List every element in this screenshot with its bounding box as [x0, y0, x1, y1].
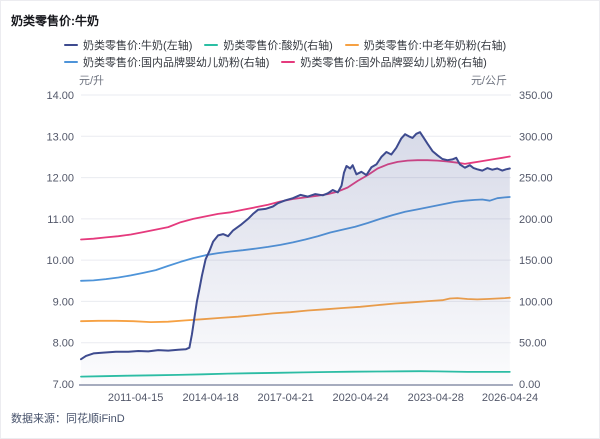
x-axis-tick-label: 2011-04-15	[108, 392, 163, 404]
x-axis-tick-label: 2017-04-21	[258, 392, 314, 404]
legend-line-swatch	[64, 61, 78, 63]
left-axis-tick-label: 8.00	[53, 338, 74, 350]
right-axis-unit-label: 元/公斤	[470, 75, 507, 87]
legend-item-label: 奶类零售价:酸奶(右轴)	[223, 40, 333, 52]
right-axis-tick-label: 0.00	[519, 379, 540, 391]
left-axis-tick-label: 7.00	[53, 379, 74, 391]
left-axis-tick-label: 10.00	[46, 255, 74, 267]
legend-item[interactable]: 奶类零售价:国外品牌婴幼儿奶粉(右轴)	[281, 54, 487, 70]
legend-item-label: 奶类零售价:中老年奶粉(右轴)	[363, 40, 507, 52]
legend-item[interactable]: 奶类零售价:中老年奶粉(右轴)	[344, 37, 507, 53]
left-axis-tick-label: 14.00	[46, 90, 74, 102]
x-axis-tick-label: 2023-04-28	[408, 392, 464, 404]
right-axis-tick-label: 200.00	[519, 214, 553, 226]
legend-item[interactable]: 奶类零售价:牛奶(左轴)	[64, 37, 192, 53]
legend-row: 奶类零售价:牛奶(左轴) 奶类零售价:酸奶(右轴) 奶类零售价:中老年奶粉(右轴)	[64, 37, 506, 53]
chart-plot-area: 14.00 350.00 13.00 300.00 12.00 250.00 11.00 20…	[46, 90, 553, 404]
legend-line-swatch	[64, 44, 78, 46]
legend-line-swatch	[204, 44, 219, 46]
legend-item-label: 奶类零售价:国内品牌婴幼儿奶粉(右轴)	[83, 57, 270, 69]
chart-title: 奶类零售价:牛奶	[11, 14, 99, 28]
right-axis-tick-label: 300.00	[519, 131, 553, 143]
x-axis-tick-label: 2020-04-24	[333, 392, 389, 404]
left-axis-tick-label: 12.00	[46, 173, 74, 185]
data-source-label: 数据来源：同花顺iFinD	[11, 413, 125, 425]
left-axis-unit-label: 元/升	[79, 75, 105, 87]
legend-row: 奶类零售价:国内品牌婴幼儿奶粉(右轴) 奶类零售价:国外品牌婴幼儿奶粉(右轴)	[64, 54, 487, 70]
series-area-fill	[81, 132, 510, 384]
right-axis-tick-label: 100.00	[519, 296, 553, 308]
legend-item-label: 奶类零售价:国外品牌婴幼儿奶粉(右轴)	[300, 57, 487, 69]
left-axis-tick-label: 11.00	[47, 214, 74, 226]
left-axis-tick-label: 13.00	[46, 131, 74, 143]
right-axis-tick-label: 350.00	[519, 90, 553, 102]
legend-line-swatch	[281, 61, 296, 63]
legend-item[interactable]: 奶类零售价:国内品牌婴幼儿奶粉(右轴)	[64, 54, 269, 70]
legend-item-label: 奶类零售价:牛奶(左轴)	[83, 40, 193, 52]
legend-line-swatch	[344, 44, 359, 46]
x-axis-tick-label: 2014-04-18	[182, 392, 238, 404]
left-axis-tick-label: 9.00	[53, 296, 74, 308]
series-line-0	[80, 131, 511, 361]
right-axis-tick-label: 150.00	[519, 255, 553, 267]
right-axis-tick-label: 50.00	[519, 338, 547, 350]
x-axis-tick-label: 2026-04-24	[482, 392, 538, 404]
legend-item[interactable]: 奶类零售价:酸奶(右轴)	[204, 37, 333, 53]
right-axis-tick-label: 250.00	[519, 173, 553, 185]
